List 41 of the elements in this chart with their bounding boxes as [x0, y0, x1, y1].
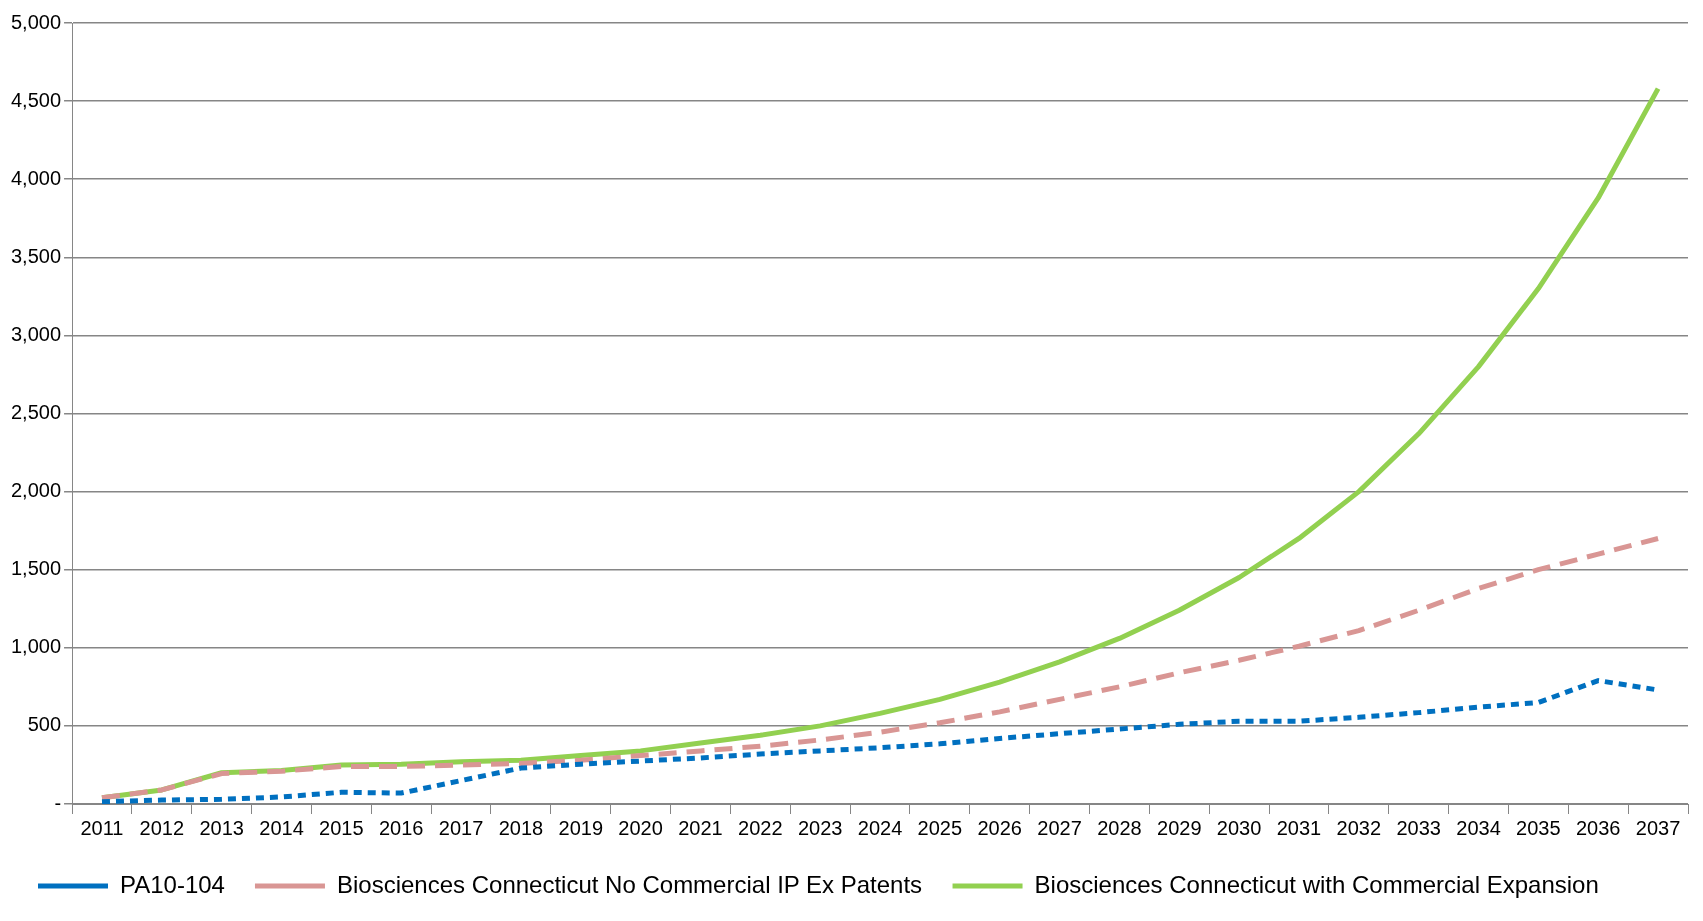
x-tick-label: 2023	[797, 816, 843, 839]
x-tick-label: 2015	[319, 816, 364, 839]
x-tick-label: 2025	[917, 816, 963, 839]
x-tick-label: 2037	[1635, 816, 1681, 839]
y-tick-label: 3,000	[10, 322, 62, 345]
x-tick-label: 2033	[1396, 816, 1441, 839]
x-tick-label: 2020	[618, 816, 663, 839]
x-tick-label: 2014	[259, 816, 304, 839]
x-tick-label: 2016	[378, 816, 424, 839]
x-tick-label: 2029	[1157, 816, 1202, 839]
x-tick-label: 2013	[199, 816, 244, 839]
x-tick-label: 2035	[1516, 816, 1561, 839]
x-tick-label: 2031	[1276, 816, 1322, 839]
y-tick-label: 2,000	[10, 479, 62, 502]
x-tick-label: 2024	[857, 816, 903, 839]
legend-label: Biosciences Connecticut with Commercial Expansion	[1034, 870, 1599, 898]
x-tick-label: 2017	[438, 816, 484, 839]
x-tick-label: 2027	[1037, 816, 1082, 839]
x-tick-label: 2021	[678, 816, 723, 839]
legend-label: Biosciences Connecticut No Commercial IP Ex Patents	[336, 870, 923, 898]
y-tick-label: 4,500	[10, 88, 62, 111]
y-tick-label: 2,500	[10, 401, 62, 424]
y-tick-label: 5,000	[10, 10, 62, 33]
y-tick-label: 1,500	[10, 557, 62, 580]
x-tick-label: 2028	[1097, 816, 1142, 839]
x-tick-label: 2036	[1575, 816, 1621, 839]
y-tick-label: 4,000	[10, 166, 62, 189]
x-tick-label: 2012	[139, 816, 185, 839]
x-tick-label: 2030	[1216, 816, 1262, 839]
x-tick-label: 2032	[1336, 816, 1382, 839]
x-tick-label: 2022	[738, 816, 783, 839]
x-tick-label: 2034	[1456, 816, 1501, 839]
y-tick-label: 500	[27, 713, 62, 736]
x-tick-label: 2026	[977, 816, 1022, 839]
y-tick-label: 1,000	[10, 635, 62, 658]
y-tick-label: -	[54, 791, 62, 814]
y-tick-label: 3,500	[10, 244, 62, 267]
x-tick-label: 2011	[80, 816, 124, 839]
x-tick-label: 2019	[558, 816, 604, 839]
x-tick-label: 2018	[498, 816, 544, 839]
legend-label: PA10-104	[120, 870, 225, 898]
